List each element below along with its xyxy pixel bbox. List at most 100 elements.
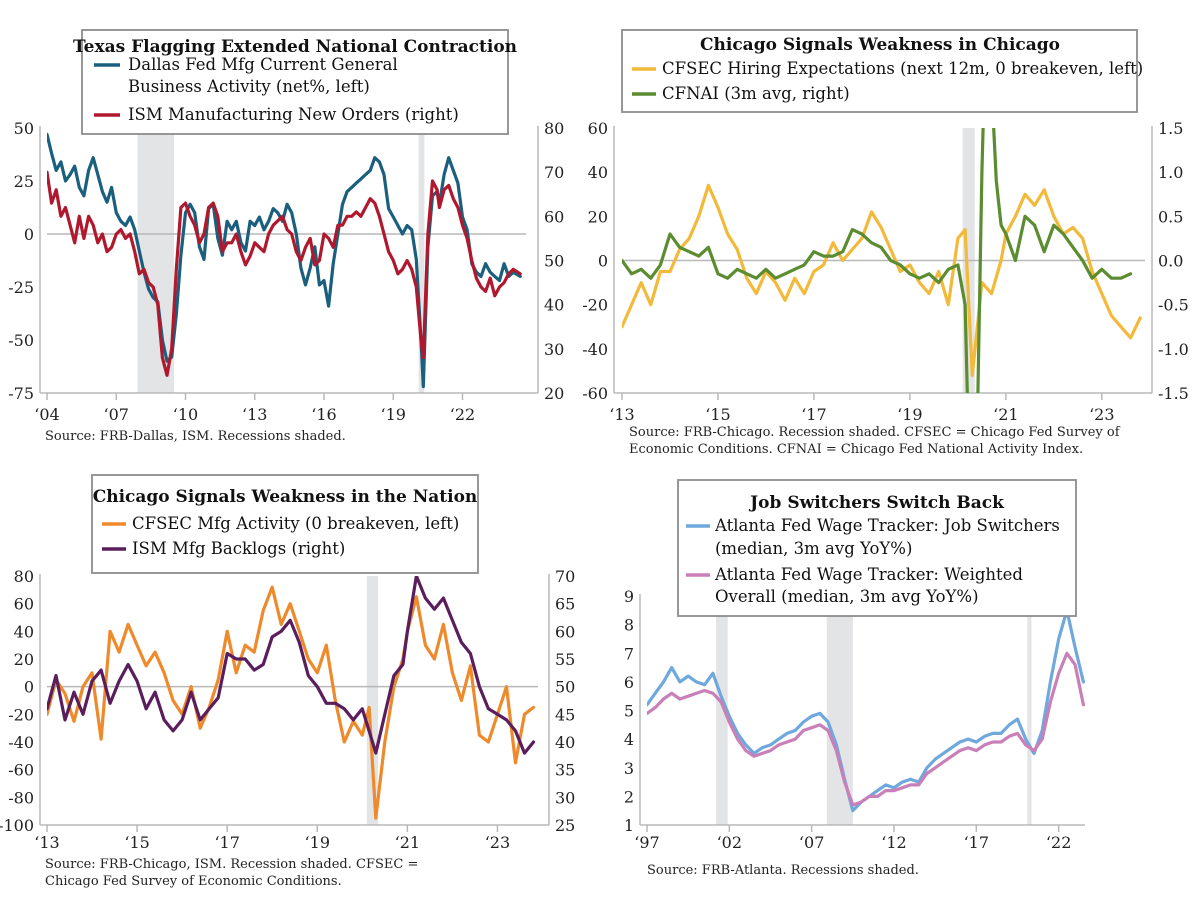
legend-label-1: Dallas Fed Mfg Current General <box>128 55 398 74</box>
y-tick-label-right: 80 <box>544 119 564 138</box>
y-tick-label-left: 20 <box>14 650 34 669</box>
y-tick-label-right: -0.5 <box>1158 296 1189 315</box>
x-tick-label: ‘19 <box>381 405 406 424</box>
x-tick-label: ‘23 <box>1089 405 1114 424</box>
y-tick-label-right: 40 <box>555 733 575 752</box>
legend-label-1: (median, 3m avg YoY%) <box>715 539 912 558</box>
y-tick-label-left: 20 <box>588 207 608 226</box>
legend-box <box>81 29 509 135</box>
x-tick-label: ‘07 <box>799 833 824 852</box>
y-tick-label-left: 50 <box>14 119 34 138</box>
source-note: Source: FRB-Chicago, ISM. Recession shad… <box>45 857 418 872</box>
y-tick-label-left: -40 <box>582 340 608 359</box>
x-tick-label: ‘13 <box>34 833 59 852</box>
recession-band <box>1027 596 1032 825</box>
y-tick-label-right: 60 <box>555 622 575 641</box>
source-note: Source: FRB-Chicago. Recession shaded. C… <box>629 425 1121 440</box>
legend-label-1: Atlanta Fed Wage Tracker: Job Switchers <box>714 516 1060 535</box>
y-tick-label-left: 5 <box>624 702 634 721</box>
series-line-2 <box>47 576 536 755</box>
x-tick-label: ‘21 <box>993 405 1018 424</box>
panel-texas: 50 25 0 -25 -50 -75 80 70 60 50 40 30 20 ‘04 ‘07 ‘10 ‘13… <box>8 29 564 444</box>
x-tick-label: ‘10 <box>173 405 198 424</box>
x-tick-label: ‘07 <box>104 405 129 424</box>
source-note: Source: FRB-Dallas, ISM. Recessions shad… <box>45 429 346 444</box>
y-tick-label-left: 4 <box>624 730 634 749</box>
y-tick-label-left: -80 <box>8 788 34 807</box>
x-tick-label: ‘17 <box>964 833 989 852</box>
x-tick-label: ‘16 <box>311 405 336 424</box>
y-tick-label-left: -40 <box>8 733 34 752</box>
recession-band <box>418 128 425 393</box>
chart-title: Job Switchers Switch Back <box>748 493 1005 513</box>
y-tick-label-left: 40 <box>14 622 34 641</box>
y-tick-label-left: 1 <box>624 816 634 835</box>
y-tick-label-right: 20 <box>544 384 564 403</box>
y-tick-label-left: -20 <box>582 296 608 315</box>
x-tick-label: ‘04 <box>34 405 59 424</box>
y-tick-label-right: 55 <box>555 650 575 669</box>
chart-title: Texas Flagging Extended National Contrac… <box>73 37 517 57</box>
x-tick-label: ‘19 <box>305 833 330 852</box>
x-tick-label: ‘17 <box>214 833 239 852</box>
y-tick-label-left: 7 <box>624 644 634 663</box>
legend-label-2: ISM Mfg Backlogs (right) <box>132 539 345 558</box>
y-tick-label-right: 40 <box>544 296 564 315</box>
y-tick-label-left: 8 <box>624 616 634 635</box>
source-note: Source: FRB-Atlanta. Recessions shaded. <box>647 863 919 878</box>
y-tick-label-left: 40 <box>588 163 608 182</box>
y-tick-label-left: -60 <box>8 761 34 780</box>
y-tick-label-right: 30 <box>544 340 564 359</box>
y-tick-label-left: 60 <box>588 119 608 138</box>
y-tick-label-left: 0 <box>24 225 34 244</box>
x-tick-label: ‘17 <box>801 405 826 424</box>
y-tick-label-right: 30 <box>555 788 575 807</box>
panel-chicago: 60 40 20 0 -20 -40 -60 1.5 1.0 0.5 0.0 -0.5 -1.0 -1.5… <box>582 29 1189 457</box>
series-line-2 <box>622 128 1133 393</box>
x-tick-label: ‘15 <box>124 833 149 852</box>
y-tick-label-left: 60 <box>14 595 34 614</box>
legend-label-2: Overall (median, 3m avg YoY%) <box>715 587 979 606</box>
x-tick-label: ‘02 <box>717 833 742 852</box>
y-tick-label-left: 0 <box>598 252 608 271</box>
series-line-2 <box>647 651 1085 807</box>
x-tick-label: ‘13 <box>609 405 634 424</box>
y-tick-label-left: 25 <box>14 172 34 191</box>
y-tick-label-right: -1.0 <box>1158 340 1189 359</box>
series-line-1 <box>47 585 536 820</box>
y-tick-label-right: 50 <box>555 678 575 697</box>
x-tick-label: ‘13 <box>242 405 267 424</box>
y-tick-label-right: -1.5 <box>1158 384 1189 403</box>
x-tick-label: ‘22 <box>450 405 475 424</box>
y-tick-label-left: -50 <box>8 331 34 350</box>
legend-box <box>621 29 1138 113</box>
series-line-1 <box>622 183 1142 377</box>
legend-label-2: ISM Manufacturing New Orders (right) <box>128 105 459 124</box>
legend-label-2: CFNAI (3m avg, right) <box>662 84 850 103</box>
legend-box <box>91 474 479 574</box>
y-tick-label-left: -100 <box>0 816 34 835</box>
x-tick-label: ‘97 <box>634 833 659 852</box>
y-tick-label-right: 0.0 <box>1158 252 1183 271</box>
y-tick-label-left: 2 <box>624 787 634 806</box>
legend-label-1: Business Activity (net%, left) <box>128 77 370 96</box>
y-tick-label-left: 6 <box>624 673 634 692</box>
recession-band <box>826 596 853 825</box>
recession-band <box>716 596 728 825</box>
y-tick-label-right: 1.5 <box>1158 119 1183 138</box>
x-tick-label: ‘22 <box>1046 833 1071 852</box>
chart-title: Chicago Signals Weakness in Chicago <box>700 35 1060 55</box>
legend-label-2: Atlanta Fed Wage Tracker: Weighted <box>714 565 1023 584</box>
y-tick-label-left: -60 <box>582 384 608 403</box>
y-tick-label-right: 25 <box>555 816 575 835</box>
panel-atlanta: 9 8 7 6 5 4 3 2 1‘97 ‘02 ‘07 ‘12 ‘17 ‘22 Job Switchers… <box>624 479 1085 878</box>
recession-band <box>137 128 174 393</box>
x-tick-label: ‘15 <box>705 405 730 424</box>
x-tick-label: ‘23 <box>485 833 510 852</box>
y-tick-label-left: -25 <box>8 278 34 297</box>
y-tick-label-right: 35 <box>555 761 575 780</box>
source-note: Economic Conditions. CFNAI = Chicago Fed… <box>629 442 1083 457</box>
y-tick-label-left: -20 <box>8 705 34 724</box>
y-tick-label-right: 60 <box>544 207 564 226</box>
